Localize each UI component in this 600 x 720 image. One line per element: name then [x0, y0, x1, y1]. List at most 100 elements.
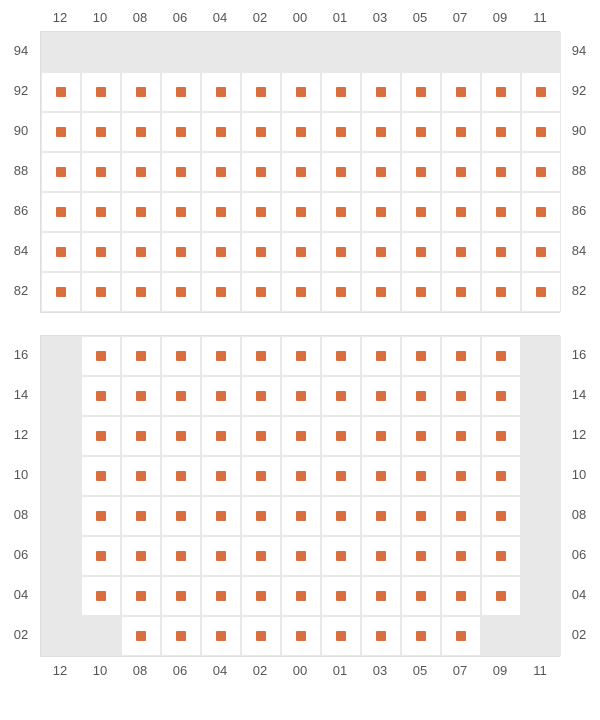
seat[interactable] [481, 536, 521, 576]
seat[interactable] [121, 536, 161, 576]
seat[interactable] [241, 456, 281, 496]
seat[interactable] [41, 112, 81, 152]
seat[interactable] [441, 192, 481, 232]
seat[interactable] [201, 496, 241, 536]
seat[interactable] [121, 376, 161, 416]
seat[interactable] [81, 192, 121, 232]
seat[interactable] [401, 272, 441, 312]
seat[interactable] [161, 416, 201, 456]
seat[interactable] [121, 616, 161, 656]
seat[interactable] [521, 152, 561, 192]
seat[interactable] [481, 192, 521, 232]
seat[interactable] [81, 376, 121, 416]
seat[interactable] [281, 232, 321, 272]
seat[interactable] [481, 152, 521, 192]
seat[interactable] [481, 416, 521, 456]
seat[interactable] [241, 416, 281, 456]
seat[interactable] [281, 496, 321, 536]
seat[interactable] [481, 272, 521, 312]
seat[interactable] [361, 576, 401, 616]
seat[interactable] [441, 112, 481, 152]
seat[interactable] [361, 616, 401, 656]
seat[interactable] [241, 616, 281, 656]
seat[interactable] [81, 416, 121, 456]
seat[interactable] [201, 192, 241, 232]
seat[interactable] [361, 456, 401, 496]
seat[interactable] [361, 232, 401, 272]
seat[interactable] [161, 152, 201, 192]
seat[interactable] [81, 576, 121, 616]
seat[interactable] [161, 232, 201, 272]
seat[interactable] [161, 272, 201, 312]
seat[interactable] [361, 272, 401, 312]
seat[interactable] [41, 272, 81, 312]
seat[interactable] [521, 232, 561, 272]
seat[interactable] [481, 336, 521, 376]
seat[interactable] [361, 416, 401, 456]
seat[interactable] [481, 496, 521, 536]
seat[interactable] [201, 616, 241, 656]
seat[interactable] [481, 112, 521, 152]
seat[interactable] [281, 576, 321, 616]
seat[interactable] [441, 496, 481, 536]
seat[interactable] [321, 416, 361, 456]
seat[interactable] [361, 192, 401, 232]
seat[interactable] [401, 72, 441, 112]
seat[interactable] [321, 576, 361, 616]
seat[interactable] [201, 456, 241, 496]
seat[interactable] [121, 336, 161, 376]
seat[interactable] [281, 376, 321, 416]
seat[interactable] [241, 152, 281, 192]
seat[interactable] [121, 72, 161, 112]
seat[interactable] [281, 112, 321, 152]
seat[interactable] [401, 536, 441, 576]
seat[interactable] [121, 496, 161, 536]
seat[interactable] [161, 536, 201, 576]
seat[interactable] [41, 192, 81, 232]
seat[interactable] [81, 536, 121, 576]
seat[interactable] [321, 536, 361, 576]
seat[interactable] [81, 72, 121, 112]
seat[interactable] [401, 376, 441, 416]
seat[interactable] [481, 576, 521, 616]
seat[interactable] [121, 576, 161, 616]
seat[interactable] [241, 496, 281, 536]
seat[interactable] [441, 376, 481, 416]
seat[interactable] [121, 272, 161, 312]
seat[interactable] [161, 72, 201, 112]
seat[interactable] [41, 72, 81, 112]
seat[interactable] [121, 416, 161, 456]
seat[interactable] [401, 576, 441, 616]
seat[interactable] [521, 192, 561, 232]
seat[interactable] [81, 272, 121, 312]
seat[interactable] [161, 376, 201, 416]
seat[interactable] [241, 536, 281, 576]
seat[interactable] [401, 456, 441, 496]
seat[interactable] [241, 192, 281, 232]
seat[interactable] [521, 72, 561, 112]
seat[interactable] [241, 272, 281, 312]
seat[interactable] [441, 456, 481, 496]
seat[interactable] [321, 192, 361, 232]
seat[interactable] [361, 376, 401, 416]
seat[interactable] [401, 416, 441, 456]
seat[interactable] [81, 496, 121, 536]
seat[interactable] [441, 232, 481, 272]
seat[interactable] [521, 272, 561, 312]
seat[interactable] [241, 232, 281, 272]
seat[interactable] [201, 72, 241, 112]
seat[interactable] [441, 272, 481, 312]
seat[interactable] [201, 232, 241, 272]
seat[interactable] [361, 72, 401, 112]
seat[interactable] [41, 152, 81, 192]
seat[interactable] [481, 456, 521, 496]
seat[interactable] [201, 272, 241, 312]
seat[interactable] [161, 192, 201, 232]
seat[interactable] [481, 232, 521, 272]
seat[interactable] [81, 336, 121, 376]
seat[interactable] [361, 536, 401, 576]
seat[interactable] [81, 152, 121, 192]
seat[interactable] [201, 376, 241, 416]
seat[interactable] [281, 336, 321, 376]
seat[interactable] [441, 536, 481, 576]
